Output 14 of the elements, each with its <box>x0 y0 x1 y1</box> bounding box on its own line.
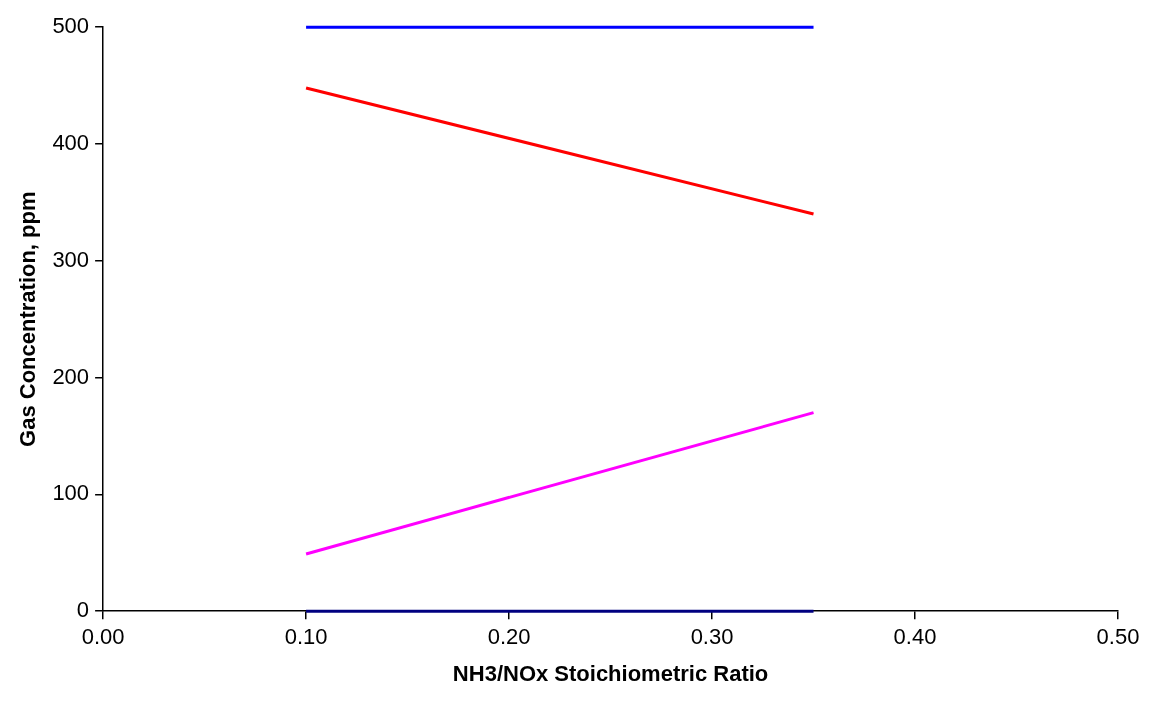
y-tick-label: 0 <box>76 597 90 623</box>
y-tick-label: 300 <box>52 246 90 272</box>
x-tick-label: 0.00 <box>81 624 125 650</box>
x-tick-label: 0.30 <box>690 624 734 650</box>
y-tick-label: 200 <box>52 363 90 389</box>
x-tick-label: 0.40 <box>893 624 937 650</box>
y-tick-label: 500 <box>52 13 90 39</box>
x-tick-label: 0.10 <box>284 624 328 650</box>
y-tick-label: 400 <box>52 130 90 156</box>
y-tick-label: 100 <box>52 480 90 506</box>
x-axis-title: NH3/NOx Stoichiometric Ratio <box>452 660 769 686</box>
y-axis-title: Gas Concentration, ppm <box>15 191 41 447</box>
x-tick-label: 0.50 <box>1096 624 1140 650</box>
x-tick-label: 0.20 <box>487 624 531 650</box>
